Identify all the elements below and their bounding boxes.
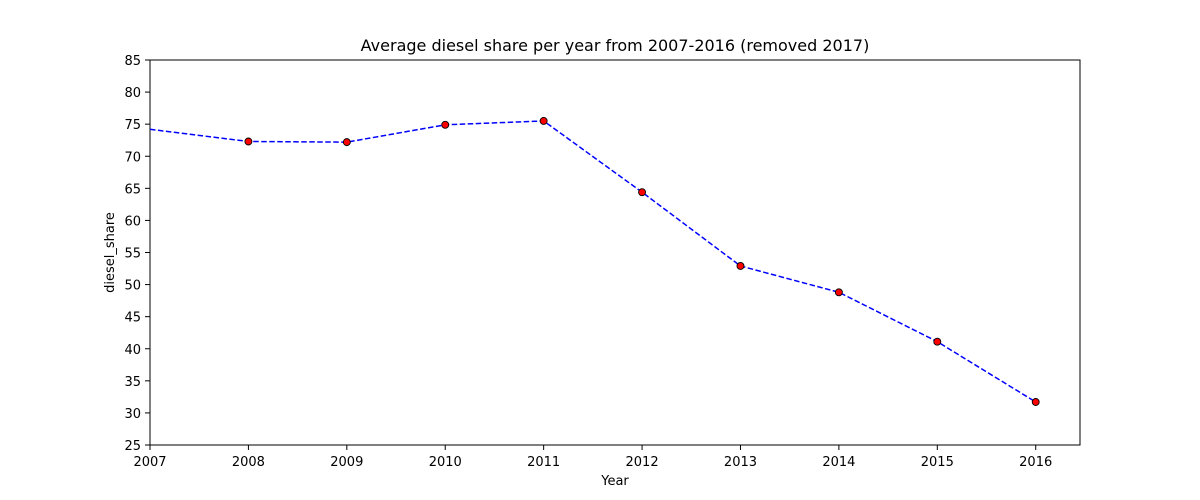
y-tick-label: 70 xyxy=(124,150,141,165)
x-tick-label: 2013 xyxy=(724,455,757,470)
x-tick-label: 2012 xyxy=(626,455,659,470)
x-tick-label: 2016 xyxy=(1019,455,1052,470)
data-point xyxy=(441,120,450,129)
data-point xyxy=(834,288,843,297)
y-tick-label: 85 xyxy=(124,54,141,69)
x-tick-label: 2015 xyxy=(921,455,954,470)
x-tick-label: 2009 xyxy=(330,455,363,470)
y-tick-label: 65 xyxy=(124,182,141,197)
data-point xyxy=(933,337,942,346)
data-point xyxy=(736,262,745,270)
series-line xyxy=(149,120,1037,403)
y-tick-label: 50 xyxy=(124,279,141,294)
data-point xyxy=(638,188,647,197)
y-tick-label: 40 xyxy=(124,343,141,358)
y-axis-label: diesel_share xyxy=(103,212,118,293)
x-tick-label: 2010 xyxy=(429,455,462,470)
y-tick-label: 75 xyxy=(124,118,141,133)
series-group xyxy=(149,117,1040,406)
y-axis: 25 30 35 40 45 50 55 60 65 70 75 80 85 xyxy=(124,54,150,454)
x-axis-label: Year xyxy=(600,474,629,489)
y-tick-label: 60 xyxy=(124,214,141,229)
data-point xyxy=(1031,398,1040,406)
x-tick-label: 2011 xyxy=(527,455,560,470)
y-tick-label: 30 xyxy=(124,407,141,422)
chart-title: Average diesel share per year from 2007-… xyxy=(361,36,870,55)
data-point xyxy=(342,138,351,147)
data-point xyxy=(244,137,253,146)
x-axis: 2007 2008 2009 2010 2011 2012 2013 2014 2015 2016 xyxy=(133,445,1052,470)
x-tick-label: 2008 xyxy=(232,455,265,470)
plot-area xyxy=(149,59,1081,446)
data-point xyxy=(539,117,548,125)
y-tick-label: 35 xyxy=(124,375,141,390)
y-tick-label: 25 xyxy=(124,439,141,454)
y-tick-label: 45 xyxy=(124,311,141,326)
x-tick-label: 2007 xyxy=(133,455,166,470)
x-tick-label: 2014 xyxy=(822,455,855,470)
y-tick-label: 80 xyxy=(124,86,141,101)
plot-frame xyxy=(149,59,1081,446)
y-tick-label: 55 xyxy=(124,247,141,262)
